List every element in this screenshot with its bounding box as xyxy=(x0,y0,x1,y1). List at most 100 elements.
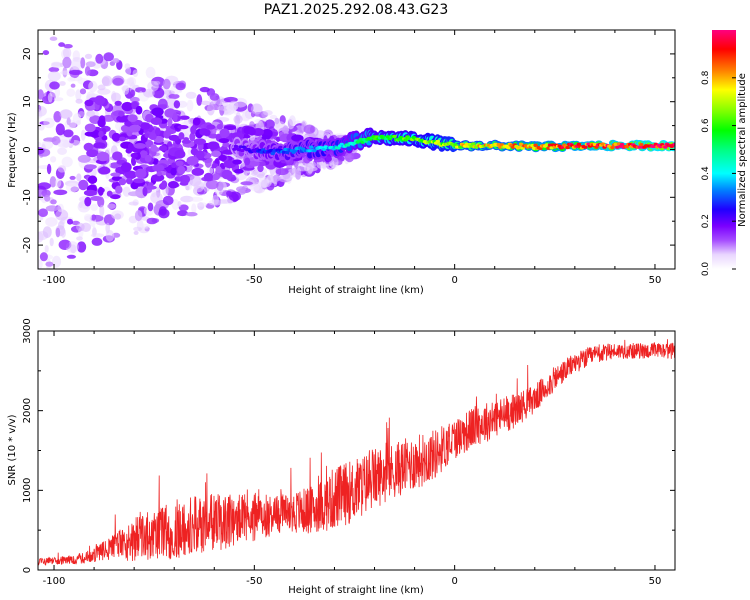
spectrogram-cell xyxy=(44,245,49,253)
y-tick-label: 0 xyxy=(22,146,33,152)
spectrogram-cell xyxy=(75,89,82,101)
spectrogram-cell xyxy=(61,142,72,148)
spectrogram-cell xyxy=(179,115,190,120)
y-tick-label: 0 xyxy=(22,567,33,573)
spectrogram-cell xyxy=(133,178,145,184)
spectrogram-cell xyxy=(217,181,227,192)
spectrogram-cell xyxy=(124,170,137,180)
colorbar-gradient xyxy=(712,30,736,269)
snr-x-ticks: -100 -50 0 50 xyxy=(43,331,661,587)
spectrogram-cell xyxy=(190,125,197,135)
spectrogram-cell xyxy=(148,132,157,140)
spectrogram-cell xyxy=(49,81,60,90)
colorbar-tick-label: 0.4 xyxy=(701,166,711,181)
spectrogram-cell xyxy=(76,222,85,232)
snr-y-label: SNR (10 * v/v) xyxy=(7,414,18,485)
spectrogram-cell xyxy=(132,69,139,78)
spectrogram-cell xyxy=(116,115,129,123)
spectrogram-cell xyxy=(144,154,152,163)
spectrogram-cell xyxy=(58,42,65,47)
spectrogram-ridge-core xyxy=(565,146,570,150)
spectrogram-cell xyxy=(76,241,87,253)
spectrogram-cell xyxy=(118,178,127,186)
spectrogram-cell xyxy=(71,59,81,70)
spectrogram-cell xyxy=(93,142,106,149)
spectrogram-x-ticks: -100 -50 0 50 xyxy=(43,30,661,286)
spectrogram-ridge-core xyxy=(538,146,543,150)
spectrogram-cell xyxy=(66,254,76,259)
spectrogram-cell xyxy=(261,135,271,140)
x-tick-label: -50 xyxy=(246,275,262,286)
spectrogram-cell xyxy=(193,138,206,145)
spectrogram-ridge-core xyxy=(392,134,397,138)
spectrogram-y-ticks: -20 -10 0 10 20 xyxy=(22,29,675,270)
spectrogram-cell xyxy=(128,201,139,206)
y-tick-label: -10 xyxy=(22,189,33,205)
spectrogram-cell xyxy=(211,173,220,181)
colorbar-tick-label: 0.2 xyxy=(701,214,711,228)
spectrogram-cell xyxy=(221,169,233,180)
spectrogram-cell xyxy=(39,252,48,262)
spectrogram-cell xyxy=(124,63,131,70)
spectrogram-ridge-core xyxy=(283,147,288,151)
spectrogram-cell xyxy=(38,89,44,100)
spectrogram-cell xyxy=(275,168,289,176)
spectrogram-cell xyxy=(111,210,124,220)
spectrogram-ridge-core xyxy=(610,146,615,150)
spectrogram-cell xyxy=(172,112,178,123)
spectrogram-cell xyxy=(91,214,97,221)
spectrogram-cell xyxy=(106,190,113,197)
spectrogram-cell xyxy=(303,124,316,134)
spectrogram-cell xyxy=(55,209,69,221)
spectrogram-cell xyxy=(180,195,194,203)
spectrogram-cell xyxy=(175,82,186,91)
spectrogram-cell xyxy=(240,181,253,186)
spectrogram-cell xyxy=(84,123,96,133)
spectrogram-ridge-core xyxy=(281,150,287,154)
spectrogram-cell xyxy=(263,110,273,116)
spectrogram-cell xyxy=(53,189,68,196)
spectrogram-ridge xyxy=(307,151,313,159)
spectrogram-cell xyxy=(112,77,124,86)
spectrogram-cell xyxy=(196,94,203,106)
spectrogram-cell xyxy=(84,131,98,137)
spectrogram-cell xyxy=(63,129,74,138)
spectrogram-cell xyxy=(62,47,72,59)
spectrogram-ridge-core xyxy=(312,149,317,153)
spectrogram-cell xyxy=(94,95,106,106)
spectrogram-cell xyxy=(170,167,177,176)
spectrogram-cell xyxy=(174,176,183,182)
spectrogram-cell xyxy=(222,142,230,148)
spectrogram-cell xyxy=(59,81,66,86)
spectrogram-cell xyxy=(162,195,174,206)
spectrogram-cell xyxy=(151,174,165,182)
spectrogram-cell xyxy=(97,118,106,128)
spectrogram-cell xyxy=(179,174,191,184)
spectrogram-cell xyxy=(63,44,73,49)
spectrogram-cell xyxy=(150,144,158,152)
spectrogram-cell xyxy=(130,152,138,158)
snr-y-ticks: 0 1000 2000 3000 xyxy=(22,318,675,573)
spectrogram-cell xyxy=(69,69,83,75)
y-tick-label: 2000 xyxy=(22,398,33,423)
spectrogram-cell xyxy=(175,160,184,167)
spectrogram-cell xyxy=(38,141,42,148)
spectrogram-ridge-core xyxy=(576,142,581,146)
spectrogram-ridge-core xyxy=(309,145,314,149)
spectrogram-cell xyxy=(344,151,355,163)
spectrogram-cell xyxy=(168,181,179,189)
spectrogram-cell xyxy=(135,105,143,115)
colorbar-tick-label: 0.8 xyxy=(701,70,711,85)
spectrogram-cell xyxy=(174,149,186,159)
spectrogram-cell xyxy=(206,124,216,130)
spectrogram-cell xyxy=(49,176,57,188)
spectrogram-cell xyxy=(177,165,186,175)
spectrogram-cell xyxy=(114,100,122,106)
spectrogram-cell xyxy=(47,71,61,82)
spectrogram-ridge-core xyxy=(544,143,549,147)
spectrogram-cell xyxy=(59,220,66,225)
spectrogram-cell xyxy=(192,117,201,126)
spectrogram-cell xyxy=(111,132,121,142)
spectrogram-cell xyxy=(204,156,212,168)
x-tick-label: -100 xyxy=(43,275,66,286)
